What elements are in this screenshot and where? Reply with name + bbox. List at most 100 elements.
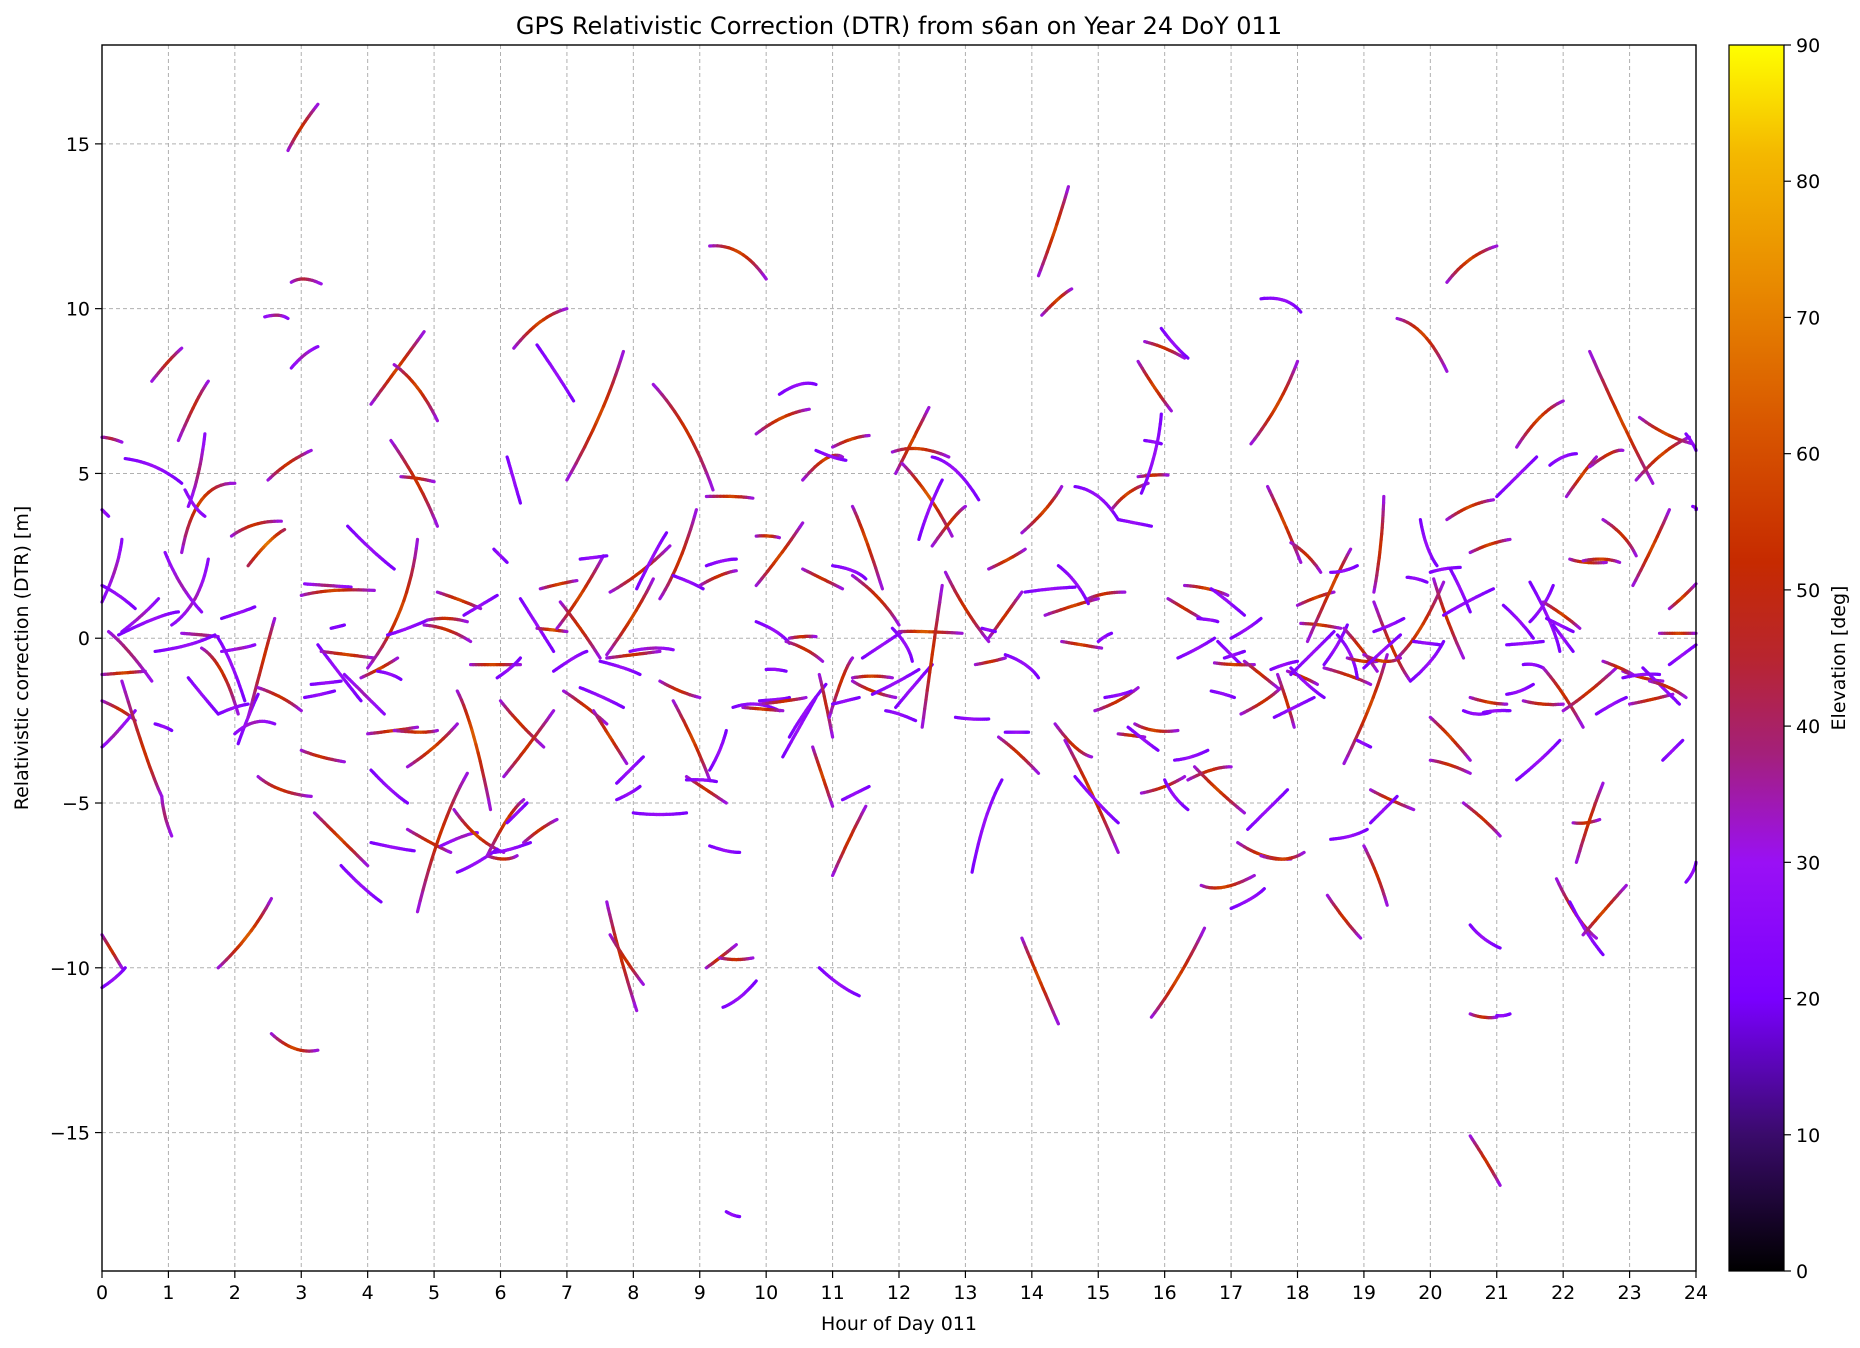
arc-segment bbox=[1347, 547, 1353, 554]
arc-segment bbox=[1184, 806, 1190, 812]
arc-segment bbox=[504, 559, 509, 565]
arc-segment bbox=[433, 519, 439, 528]
arc-segment bbox=[855, 992, 861, 998]
arc-segment bbox=[1363, 827, 1369, 833]
arc-segment bbox=[1330, 629, 1336, 636]
arc-segment bbox=[925, 405, 931, 414]
arc-segment bbox=[419, 330, 426, 338]
arc-segment bbox=[517, 656, 523, 661]
arc-segment bbox=[418, 888, 425, 903]
arc-segment bbox=[1592, 359, 1600, 373]
arc-segment bbox=[1336, 626, 1343, 630]
arc-segment bbox=[1134, 686, 1140, 692]
arc-segment bbox=[1393, 794, 1399, 800]
arc-segment bbox=[1424, 580, 1429, 584]
arc-segment bbox=[1366, 681, 1373, 687]
arc-segment bbox=[1459, 651, 1466, 660]
arc-segment bbox=[910, 657, 914, 663]
arc-segment bbox=[732, 943, 738, 949]
arc-segment bbox=[798, 521, 805, 529]
arc-segment bbox=[983, 635, 991, 644]
arc-segment bbox=[570, 396, 576, 403]
arc-segment bbox=[1578, 721, 1585, 729]
arc-segment bbox=[1558, 399, 1565, 404]
arc-segment bbox=[517, 498, 523, 505]
arc-segment bbox=[947, 529, 954, 538]
arc-segment bbox=[1261, 887, 1266, 892]
arc-segment bbox=[622, 758, 629, 766]
arc-segment bbox=[1467, 607, 1472, 614]
arc-segment bbox=[855, 695, 861, 700]
arc-segment bbox=[1576, 625, 1582, 630]
arc-segment bbox=[1283, 788, 1290, 794]
arc-segment bbox=[1021, 547, 1027, 553]
arc-segment bbox=[619, 349, 626, 361]
arc-segment bbox=[526, 840, 533, 846]
arc-segment bbox=[1180, 774, 1187, 780]
arc-segment bbox=[1239, 611, 1247, 617]
arc-segment bbox=[1035, 674, 1041, 680]
arc-segment bbox=[1599, 781, 1605, 790]
arc-segment bbox=[394, 656, 400, 661]
arc-segment bbox=[1550, 583, 1555, 590]
arc-segment bbox=[1034, 769, 1041, 775]
arc-segment bbox=[186, 501, 192, 508]
arc-segment bbox=[752, 979, 758, 986]
arc-segment bbox=[1400, 616, 1406, 621]
arc-segment bbox=[1621, 883, 1628, 891]
arc-segment bbox=[210, 633, 217, 638]
arc-segment bbox=[1496, 945, 1502, 950]
arc-segment bbox=[1114, 819, 1120, 825]
arc-segment bbox=[1344, 623, 1349, 630]
arc-segment bbox=[147, 675, 154, 683]
arc-segment bbox=[998, 778, 1004, 786]
arc-segment bbox=[356, 695, 363, 703]
arc-segment bbox=[1555, 738, 1562, 745]
arc-segment bbox=[234, 705, 240, 716]
arc-segment bbox=[1529, 682, 1535, 688]
arc-segment bbox=[1488, 498, 1496, 502]
arc-segment bbox=[126, 700, 133, 714]
arc-segment bbox=[1433, 561, 1439, 568]
arc-segment bbox=[1317, 568, 1323, 574]
arc-segment bbox=[819, 658, 825, 663]
arc-segment bbox=[1154, 747, 1160, 752]
arc-segment bbox=[1496, 1180, 1502, 1187]
arc-segment bbox=[1533, 455, 1539, 461]
arc-segment bbox=[1018, 590, 1024, 597]
arc-segment bbox=[314, 345, 320, 349]
arc-segment bbox=[205, 379, 210, 385]
arc-segment bbox=[297, 707, 303, 713]
arc-segment bbox=[524, 801, 529, 806]
arc-segment bbox=[962, 504, 968, 509]
arc-segment bbox=[1557, 646, 1562, 654]
arc-segment bbox=[119, 440, 124, 444]
arc-segment bbox=[1273, 684, 1280, 690]
arc-segment bbox=[829, 800, 835, 808]
arc-segment bbox=[1408, 806, 1416, 812]
arc-segment bbox=[939, 583, 944, 596]
arc-segment bbox=[197, 607, 204, 614]
arc-segment bbox=[639, 755, 645, 761]
arc-segment bbox=[1593, 455, 1599, 461]
arc-segment bbox=[1396, 633, 1403, 639]
arc-segment bbox=[695, 695, 702, 700]
arc-segment bbox=[1466, 755, 1472, 762]
arc-segment bbox=[649, 577, 655, 585]
arc-segment bbox=[1054, 1016, 1061, 1026]
arc-segment bbox=[1616, 560, 1622, 565]
arc-segment bbox=[1088, 754, 1094, 759]
arc-segment bbox=[1180, 355, 1187, 360]
arc-segment bbox=[306, 448, 313, 454]
arc-segment bbox=[1466, 770, 1472, 775]
arc-segment bbox=[513, 854, 519, 859]
arc-segment bbox=[1570, 648, 1575, 654]
arc-segment bbox=[251, 605, 257, 610]
arc-segment bbox=[131, 605, 137, 611]
arc-segment bbox=[129, 710, 136, 723]
arc-segment bbox=[398, 677, 403, 682]
arc-segment bbox=[865, 784, 871, 790]
arc-segment bbox=[389, 565, 396, 571]
arc-segment bbox=[421, 878, 428, 892]
arc-segment bbox=[1588, 349, 1596, 363]
